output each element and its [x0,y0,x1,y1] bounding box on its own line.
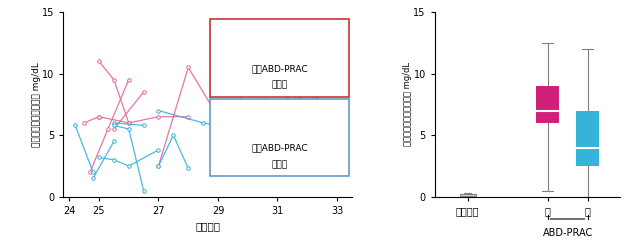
Text: 赤：ABD-PRAC: 赤：ABD-PRAC [251,64,308,73]
FancyBboxPatch shape [210,99,349,176]
Text: ABD-PRAC: ABD-PRAC [542,228,592,238]
Y-axis label: 血中アルコール濃度， mg/dL: 血中アルコール濃度， mg/dL [32,62,41,147]
Text: 導入前: 導入前 [272,80,288,90]
Bar [576,111,599,166]
Bar [460,194,475,196]
Y-axis label: 血中エアルコール濃度， mg/dL: 血中エアルコール濃度， mg/dL [403,62,412,146]
Text: 青：ABD-PRAC: 青：ABD-PRAC [251,143,308,152]
X-axis label: 修正週数: 修正週数 [195,221,220,231]
Bar [536,86,559,123]
FancyBboxPatch shape [210,19,349,97]
Text: 導入後: 導入後 [272,160,288,169]
